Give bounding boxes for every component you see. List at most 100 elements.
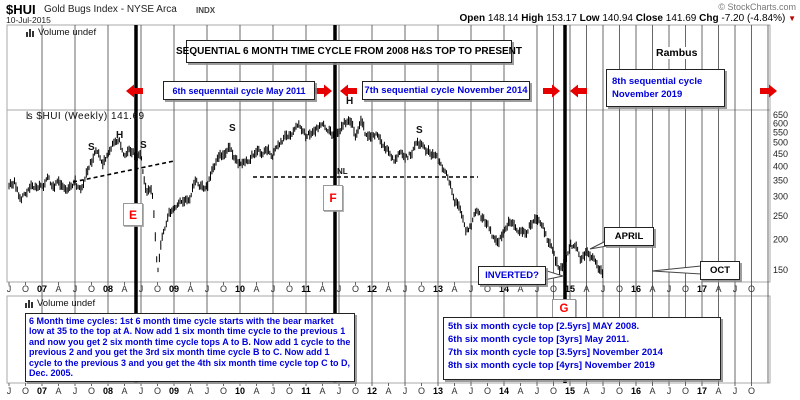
x-axis-label: O: [352, 284, 359, 294]
x-axis-label: O: [154, 284, 161, 294]
hs-marker-s: S: [416, 125, 423, 136]
y-axis-label: 150: [773, 265, 788, 275]
symbol-label: $HUI: [6, 2, 36, 17]
x-axis-label: A: [715, 284, 721, 294]
cycle-letter-e: E: [123, 203, 143, 226]
y-axis-label: 500: [773, 138, 788, 148]
chart-title-box: SEQUENTIAL 6 MONTH TIME CYCLE FROM 2008 …: [176, 40, 522, 63]
x-axis-label: A: [55, 284, 61, 294]
x-axis-label: O: [748, 386, 755, 396]
oct-callout: OCT: [700, 261, 740, 280]
y-axis-label: 600: [773, 118, 788, 128]
y-axis-label: 550: [773, 128, 788, 138]
price-style-icon: ʪ: [26, 111, 34, 122]
april-callout: APRIL: [604, 227, 654, 246]
hs-marker-s: S: [140, 140, 147, 151]
open-value: 148.14: [487, 13, 519, 24]
price-series-text: $HUI (Weekly) 141.69: [36, 111, 145, 122]
left-arrow-icon: [570, 84, 587, 98]
copyright-label: © StockCharts.com: [718, 2, 796, 12]
y-axis-label: 350: [773, 175, 788, 185]
x-axis-label: O: [154, 386, 161, 396]
x-axis-label: 13: [433, 386, 443, 396]
x-axis-label: J: [403, 284, 408, 294]
neckline-label: NL: [337, 167, 348, 176]
volume-bars-icon: [26, 29, 34, 37]
x-axis-label: A: [385, 284, 391, 294]
x-axis-label: J: [601, 284, 606, 294]
x-axis-label: J: [601, 386, 606, 396]
x-axis-label: 09: [169, 284, 179, 294]
x-axis-label: J: [271, 284, 276, 294]
hs-marker-s: S: [88, 142, 95, 153]
x-axis-label: O: [352, 386, 359, 396]
x-axis-label: 09: [169, 386, 179, 396]
cycle-letter-g: G: [552, 299, 576, 318]
x-axis-label: J: [337, 386, 342, 396]
low-value: 140.94: [602, 13, 633, 24]
change-down-triangle-icon: ▼: [788, 14, 796, 23]
x-axis-label: O: [220, 284, 227, 294]
y-axis-label: 450: [773, 149, 788, 159]
x-axis-label: 11: [301, 386, 311, 396]
volume-label-top-text: Volume undef: [38, 27, 97, 38]
y-axis-label: 200: [773, 235, 788, 245]
y-axis-label: 650: [773, 110, 788, 120]
x-axis-label: 17: [697, 386, 707, 396]
oct-callout-tail: [651, 265, 702, 275]
x-axis-label: A: [517, 386, 523, 396]
x-axis-label: 16: [631, 386, 641, 396]
x-axis-label: O: [220, 386, 227, 396]
x-axis-label: O: [748, 284, 755, 294]
high-label: High: [521, 13, 544, 24]
open-label: Open: [459, 13, 486, 24]
cycle-letter-f: F: [323, 185, 343, 211]
index-name: Gold Bugs Index - NYSE Arca: [44, 4, 177, 15]
cycle7-annotation: 7th sequential cycle November 2014: [362, 81, 530, 100]
x-axis-label: 11: [301, 284, 311, 294]
x-axis-label: O: [286, 386, 293, 396]
x-axis-label: 16: [631, 284, 641, 294]
x-axis-label: 10: [235, 284, 245, 294]
cycle6-annotation: 6th sequenntail cycle May 2011: [163, 81, 315, 100]
x-axis-label: 14: [499, 386, 509, 396]
x-axis-label: A: [319, 284, 325, 294]
x-axis-label: A: [385, 386, 391, 396]
x-axis-label: A: [583, 284, 589, 294]
x-axis-label: O: [88, 386, 95, 396]
x-axis-label: J: [337, 284, 342, 294]
x-axis-label: O: [484, 386, 491, 396]
x-axis-label: O: [550, 284, 557, 294]
cycle-explanation-note: 6 Month time cycles: 1st 6 month time cy…: [25, 313, 355, 382]
cycle8-line2: November 2019: [612, 89, 683, 100]
inverted-callout: INVERTED?: [478, 266, 546, 285]
x-axis-label: O: [682, 284, 689, 294]
exchange-label: INDX: [196, 6, 216, 15]
low-label: Low: [579, 13, 600, 24]
hs-marker-h: H: [346, 96, 354, 107]
x-axis-label: 15: [565, 284, 575, 294]
x-axis-label: 14: [499, 284, 509, 294]
x-axis-label: J: [139, 386, 144, 396]
left-arrow-icon: [340, 84, 357, 98]
x-axis-label: A: [253, 284, 259, 294]
neckline-dashed: [72, 160, 175, 183]
x-axis-label: A: [319, 386, 325, 396]
ohlc-quote-line: Open 148.14 High 153.17 Low 140.94 Close…: [460, 13, 797, 24]
cycle-summary-line: 5th six month cycle top [2.5yrs] MAY 200…: [448, 321, 640, 332]
x-axis-label: A: [55, 386, 61, 396]
x-axis-label: A: [649, 284, 655, 294]
cycle-summary-line: 6th six month cycle top [3yrs] May 2011.: [448, 334, 630, 345]
cycle-summary-line: 7th six month cycle top [3.5yrs] Novembe…: [448, 347, 663, 358]
x-axis-label: A: [121, 284, 127, 294]
cycle-summary-line: 8th six month cycle top [4yrs] November …: [448, 360, 655, 371]
y-axis-label: 300: [773, 192, 788, 202]
x-axis-label: J: [271, 386, 276, 396]
x-axis-label: 07: [37, 386, 47, 396]
x-axis-label: 15: [565, 386, 575, 396]
cycle8-line1: 8th sequential cycle: [612, 76, 703, 87]
x-axis-label: A: [517, 284, 523, 294]
x-axis-label: O: [88, 284, 95, 294]
close-value: 141.69: [665, 13, 697, 24]
cycle-summary-note: 5th six month cycle top [2.5yrs] MAY 200…: [443, 317, 721, 380]
